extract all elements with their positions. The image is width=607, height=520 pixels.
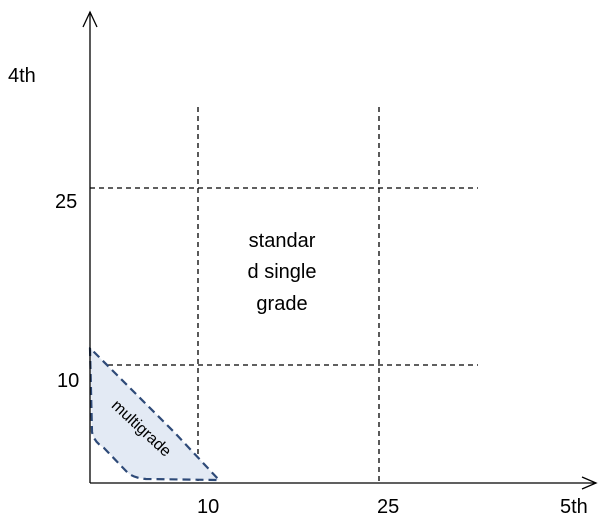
y-tick-10: 10 [57,370,79,392]
y-tick-25: 25 [55,191,77,213]
single-grade-label-line3: grade [256,293,307,315]
x-axis-label: 5th [560,496,588,518]
y-axis-label: 4th [8,65,36,87]
y-axis-arrowhead [82,10,98,28]
x-tick-25: 25 [377,496,399,518]
single-grade-label-line1: standar [249,230,316,252]
single-grade-label-line2: d single [248,261,317,283]
x-tick-10: 10 [197,496,219,518]
multigrade-region [88,346,221,482]
x-axis-arrowhead [581,476,598,490]
